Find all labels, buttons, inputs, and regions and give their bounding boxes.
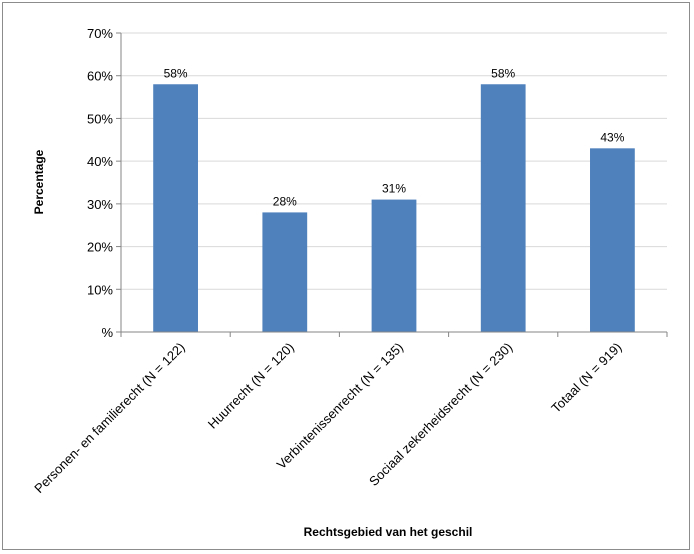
data-labels: 58% 28% 31% 58% 43% (164, 66, 625, 208)
y-tick-label: % (101, 325, 113, 340)
data-label: 31% (382, 182, 406, 196)
y-tick-label: 40% (87, 154, 113, 169)
y-tick-label: 50% (87, 111, 113, 126)
y-tick-label: 60% (87, 69, 113, 84)
bar (262, 212, 308, 332)
data-label: 58% (164, 66, 188, 80)
x-tick-label: Personen- en familierecht (N = 122) (31, 340, 187, 496)
x-tick-labels: Personen- en familierecht (N = 122) Huurr… (31, 340, 624, 496)
x-axis-title: Rechtsgebied van het geschil (304, 525, 473, 539)
x-tick-label: Huurrecht (N = 120) (205, 340, 297, 432)
bar (371, 199, 417, 332)
x-tick-label: Totaal (N = 919) (548, 340, 624, 416)
axes (116, 32, 668, 337)
y-tick-labels: % 10% 20% 30% 40% 50% 60% 70% (87, 26, 113, 340)
data-label: 43% (600, 130, 624, 144)
bars (153, 84, 635, 332)
y-axis-title: Percentage (32, 149, 46, 214)
data-label: 58% (491, 66, 515, 80)
bar (480, 84, 526, 332)
gridlines (121, 32, 667, 290)
y-tick-label: 20% (87, 240, 113, 255)
x-tick-label: Verbintenissenrecht (N = 135) (274, 340, 406, 472)
y-tick-label: 70% (87, 26, 113, 41)
y-tick-label: 30% (87, 197, 113, 212)
y-tick-label: 10% (87, 282, 113, 297)
bar (153, 84, 198, 332)
bar (590, 148, 635, 332)
data-label: 28% (273, 194, 297, 208)
